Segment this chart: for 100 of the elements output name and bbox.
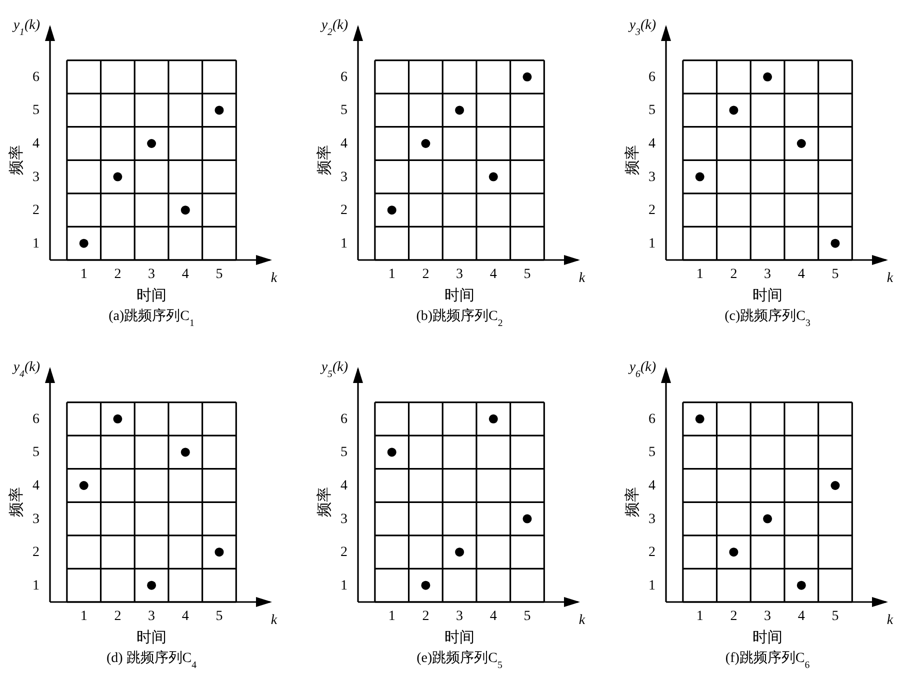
x-tick-label: 4 [182, 267, 189, 282]
y-tick-label: 3 [340, 169, 348, 184]
y-tick-label: 5 [32, 102, 40, 118]
y-tick-label: 6 [32, 411, 40, 426]
point [729, 106, 738, 115]
point [830, 481, 840, 490]
x-tick-label: 4 [798, 609, 805, 624]
text: y$_{5}$(k) [319, 360, 348, 380]
text: (a)跳频序列C$_{1}$ [108, 308, 195, 328]
point [147, 139, 156, 148]
x-tick-label: 3 [764, 609, 772, 624]
y-axis-title: 频率 [624, 145, 641, 176]
x-tick-label: 2 [422, 609, 430, 624]
y-tick-label: 3 [648, 169, 656, 184]
y-tick-label: 4 [648, 478, 656, 493]
point [147, 580, 156, 590]
y-tick-label: 6 [340, 69, 348, 84]
x-tick-label: 2 [730, 609, 738, 624]
y-tick-label: 5 [340, 102, 348, 118]
point [455, 106, 464, 115]
y-tick-label: 1 [340, 236, 348, 251]
y-tick-label: 5 [340, 444, 348, 460]
point [113, 414, 122, 424]
point [421, 580, 430, 590]
x-tick-label: 1 [80, 267, 88, 282]
x-tick-label: 5 [832, 609, 839, 624]
point [522, 72, 532, 82]
text: k [886, 271, 894, 286]
y-tick-label: 5 [32, 444, 40, 460]
point [830, 238, 840, 248]
y-tick-label: 6 [648, 411, 656, 426]
text: (f)跳频序列C$_{6}$ [725, 650, 810, 670]
y-tick-label: 6 [340, 411, 348, 426]
y-tick-label: 1 [32, 236, 40, 251]
point [729, 548, 738, 557]
text: y$_{3}$(k) [627, 18, 656, 38]
y-tick-label: 3 [32, 511, 40, 526]
x-tick-label: 2 [422, 267, 430, 282]
y-tick-label: 4 [340, 136, 348, 151]
point [180, 206, 190, 215]
point [214, 106, 224, 115]
point [79, 481, 88, 490]
point [387, 448, 396, 457]
y-tick-label: 3 [648, 511, 656, 526]
y-tick-label: 2 [648, 202, 656, 218]
x-tick-label: 4 [798, 267, 805, 282]
point [763, 514, 772, 524]
y-tick-label: 5 [648, 444, 656, 460]
x-axis-title: 时间 [752, 629, 783, 646]
x-tick-label: 5 [524, 609, 531, 624]
y-tick-label: 2 [32, 202, 40, 218]
x-tick-label: 5 [216, 267, 223, 282]
y-tick-label: 2 [340, 544, 348, 560]
point [488, 414, 498, 424]
text: k [578, 613, 586, 628]
y-tick-label: 4 [32, 478, 40, 493]
y-tick-label: 2 [340, 202, 348, 218]
x-tick-label: 5 [216, 609, 223, 624]
y-axis-title: 频率 [316, 145, 333, 176]
point [113, 172, 122, 182]
x-tick-label: 3 [148, 267, 156, 282]
y-tick-label: 1 [648, 236, 656, 251]
point [695, 414, 704, 424]
text: k [270, 271, 278, 286]
text: y$_{4}$(k) [11, 360, 40, 380]
point [421, 139, 430, 148]
x-tick-label: 1 [388, 267, 396, 282]
y-tick-label: 3 [32, 169, 40, 184]
y-tick-label: 2 [32, 544, 40, 560]
x-tick-label: 3 [456, 609, 464, 624]
x-tick-label: 1 [388, 609, 396, 624]
text: k [886, 613, 894, 628]
y-tick-label: 4 [32, 136, 40, 151]
point [522, 514, 532, 524]
y-tick-label: 1 [648, 578, 656, 593]
y-tick-label: 2 [648, 544, 656, 560]
y-axis-title: 频率 [316, 487, 333, 518]
y-tick-label: 4 [340, 478, 348, 493]
point [387, 206, 396, 215]
x-axis-title: 时间 [136, 287, 167, 304]
x-tick-label: 1 [696, 267, 704, 282]
x-axis-title: 时间 [136, 629, 167, 646]
point [214, 548, 224, 557]
text: y$_{2}$(k) [319, 18, 348, 38]
text: (e)跳频序列C$_{5}$ [416, 650, 503, 670]
x-tick-label: 4 [490, 267, 497, 282]
x-axis-title: 时间 [444, 629, 475, 646]
text: (c)跳频序列C$_{3}$ [724, 308, 811, 328]
text: (b)跳频序列C$_{2}$ [416, 308, 503, 328]
x-tick-label: 1 [80, 609, 88, 624]
point [455, 548, 464, 557]
x-tick-label: 2 [114, 609, 122, 624]
y-tick-label: 4 [648, 136, 656, 151]
x-tick-label: 4 [490, 609, 497, 624]
text: y$_{6}$(k) [627, 360, 656, 380]
x-tick-label: 2 [730, 267, 738, 282]
x-tick-label: 4 [182, 609, 189, 624]
x-tick-label: 1 [696, 609, 704, 624]
x-tick-label: 5 [832, 267, 839, 282]
y-tick-label: 1 [340, 578, 348, 593]
